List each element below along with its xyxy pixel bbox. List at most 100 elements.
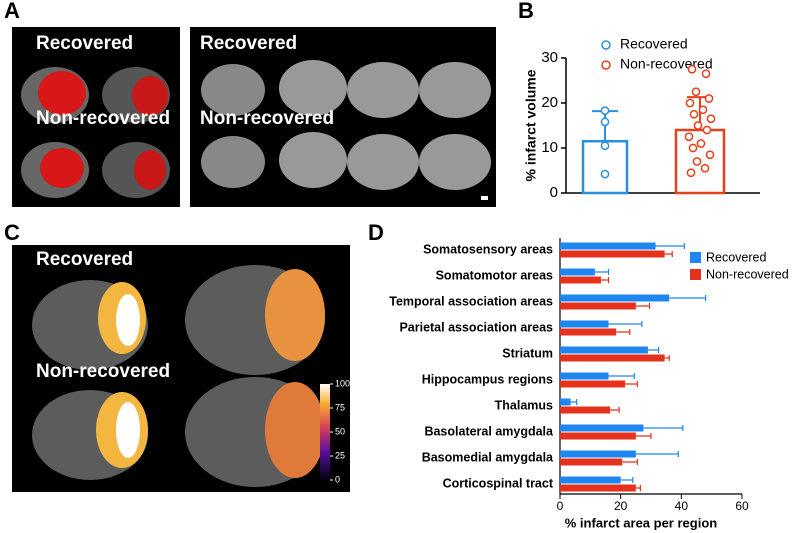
- error-bar: [643, 425, 684, 431]
- y-tick-label: 30: [541, 49, 558, 66]
- category-label: Somatosensory areas: [423, 242, 553, 256]
- colorbar-label: 100: [335, 378, 350, 388]
- legend-label: Non-recovered: [706, 267, 789, 281]
- error-bar: [600, 277, 610, 283]
- group-label: Recovered: [36, 33, 133, 54]
- data-point: [701, 69, 711, 79]
- x-tick-label: 0: [557, 499, 564, 513]
- y-tick-label: 10: [541, 139, 558, 156]
- category-label: Temporal association areas: [389, 294, 553, 308]
- x-tick-label: 60: [735, 499, 749, 513]
- group-label: Non-recovered: [36, 108, 170, 129]
- group-label: Non-recovered: [36, 361, 170, 382]
- data-point: [700, 163, 710, 173]
- error-bar: [647, 347, 660, 353]
- bar: [560, 302, 636, 310]
- bar: [560, 320, 609, 328]
- bar: [560, 432, 636, 440]
- group-label: Non-recovered: [200, 108, 334, 129]
- data-point: [686, 168, 696, 178]
- data-point: [691, 87, 701, 97]
- data-point: [685, 98, 695, 108]
- x-axis-label: % infarct area per region: [565, 515, 717, 530]
- legend-label: Recovered: [706, 250, 766, 264]
- data-point: [684, 132, 694, 142]
- error-bar: [669, 295, 707, 301]
- error-bar: [608, 321, 643, 327]
- error-bar: [664, 251, 673, 257]
- category-label: Thalamus: [495, 398, 553, 412]
- y-axis-label: % infarct volume: [523, 69, 539, 181]
- error-bar: [664, 355, 670, 361]
- data-point: [698, 105, 708, 115]
- data-point: [687, 64, 697, 74]
- bar: [560, 458, 623, 466]
- category-label: Hippocampus regions: [422, 372, 553, 386]
- error-bar: [594, 269, 610, 275]
- category-label: Somatomotor areas: [436, 268, 553, 282]
- data-point: [702, 125, 712, 135]
- bar: [560, 250, 665, 258]
- bar: [560, 476, 621, 484]
- error-bar: [570, 399, 578, 405]
- y-tick-label: 0: [550, 184, 558, 201]
- error-bar: [635, 303, 651, 309]
- error-bar: [655, 243, 685, 249]
- colorbar-label: 75: [335, 402, 345, 412]
- bar: [560, 406, 611, 414]
- bar: [560, 372, 609, 380]
- bar: [560, 484, 636, 492]
- colorbar-label: 50: [335, 426, 345, 436]
- data-point: [600, 117, 610, 127]
- legend-swatch: [690, 269, 701, 280]
- panel-label: D: [368, 220, 384, 245]
- error-bar: [635, 451, 679, 457]
- data-point: [688, 143, 698, 153]
- bar: [560, 424, 644, 432]
- legend-marker: [601, 40, 611, 50]
- data-point: [600, 106, 610, 116]
- colorbar-label: 0: [335, 474, 340, 484]
- error-bar: [635, 485, 641, 491]
- y-tick-label: 20: [541, 94, 558, 111]
- bar: [560, 380, 626, 388]
- data-point: [704, 94, 714, 103]
- error-bar: [622, 459, 638, 465]
- x-tick-label: 20: [614, 499, 628, 513]
- data-point: [693, 121, 703, 130]
- error-bar: [635, 433, 652, 439]
- error-bar: [625, 381, 638, 387]
- data-point: [600, 169, 610, 179]
- legend-marker: [601, 60, 611, 70]
- bar: [560, 346, 648, 354]
- bar: [560, 354, 665, 362]
- group-label: Recovered: [36, 249, 133, 270]
- bar: [560, 450, 636, 458]
- panel-label: C: [4, 220, 20, 245]
- data-point: [706, 114, 716, 124]
- error-bar: [616, 329, 631, 335]
- category-label: Basomedial amygdala: [422, 450, 554, 464]
- category-label: Striatum: [502, 346, 553, 360]
- brain-renders: [21, 60, 491, 200]
- bar: [560, 294, 670, 302]
- bar: [560, 398, 571, 406]
- panel-label: A: [4, 0, 20, 23]
- legend-label: Recovered: [620, 36, 688, 52]
- data-point: [705, 150, 715, 160]
- category-label: Basolateral amygdala: [424, 424, 554, 438]
- panel-label: B: [518, 0, 534, 23]
- atlas-renders: [32, 265, 330, 487]
- error-bar: [608, 373, 635, 379]
- legend-swatch: [690, 252, 701, 263]
- data-point: [692, 157, 702, 166]
- data-point: [696, 139, 706, 148]
- data-point: [689, 109, 699, 119]
- data-point: [600, 141, 610, 151]
- category-label: Parietal association areas: [399, 320, 553, 334]
- colorbar-label: 25: [335, 450, 345, 460]
- error-bar: [620, 477, 634, 483]
- group-label: Recovered: [200, 33, 297, 54]
- bar: [560, 276, 601, 284]
